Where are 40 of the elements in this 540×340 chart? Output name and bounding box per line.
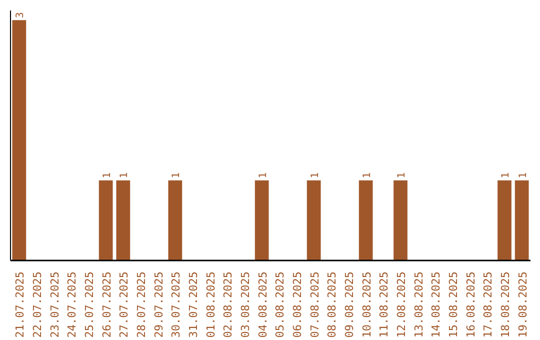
data-label: 1 — [396, 172, 408, 178]
x-tick-label: 30.07.2025 — [170, 271, 183, 338]
x-tick-label: 10.08.2025 — [360, 271, 374, 338]
x-tick-label: 24.07.2025 — [66, 271, 79, 338]
x-tick-label: 23.07.2025 — [48, 271, 62, 338]
data-label: 1 — [119, 172, 130, 178]
data-label: 1 — [310, 172, 321, 178]
x-tick-label: 21.07.2025 — [14, 271, 27, 338]
x-tick-label: 12.08.2025 — [395, 271, 408, 338]
data-label: 1 — [102, 172, 113, 178]
x-tick-label: 28.07.2025 — [135, 271, 148, 338]
x-tick-label: 27.07.2025 — [118, 271, 131, 338]
data-label: 1 — [500, 172, 512, 178]
data-label: 3 — [15, 12, 26, 18]
x-tick-label: 06.08.2025 — [291, 271, 304, 338]
x-tick-label: 02.08.2025 — [222, 271, 235, 338]
x-tick-label: 01.08.2025 — [204, 271, 218, 338]
x-tick-label: 31.07.2025 — [187, 271, 200, 338]
x-tick-label: 16.08.2025 — [464, 271, 478, 338]
x-tick-label: 15.08.2025 — [447, 271, 460, 338]
x-tick-label: 18.08.2025 — [499, 271, 512, 338]
x-tick-label: 22.07.2025 — [31, 271, 44, 338]
data-label: 1 — [258, 172, 269, 178]
x-tick-label: 03.08.2025 — [239, 271, 252, 338]
x-tick-label: 04.08.2025 — [256, 271, 270, 338]
x-tick-label: 25.07.2025 — [83, 271, 96, 338]
x-tick-label: 17.08.2025 — [482, 271, 495, 338]
x-tick-label: 29.07.2025 — [152, 271, 166, 338]
data-label: 1 — [518, 172, 529, 178]
x-tick-label: 14.08.2025 — [430, 271, 443, 338]
data-label: 1 — [362, 172, 373, 178]
x-tick-label: 05.08.2025 — [274, 271, 287, 338]
data-label: 1 — [171, 172, 182, 178]
x-tick-label: 26.07.2025 — [100, 271, 114, 338]
x-tick-label: 19.08.2025 — [516, 271, 530, 338]
x-tick-label: 09.08.2025 — [343, 271, 356, 338]
x-tick-label: 08.08.2025 — [326, 271, 339, 338]
x-tick-label: 07.08.2025 — [308, 271, 322, 338]
x-tick-label: 11.08.2025 — [378, 271, 391, 338]
x-tick-label: 13.08.2025 — [412, 271, 426, 338]
